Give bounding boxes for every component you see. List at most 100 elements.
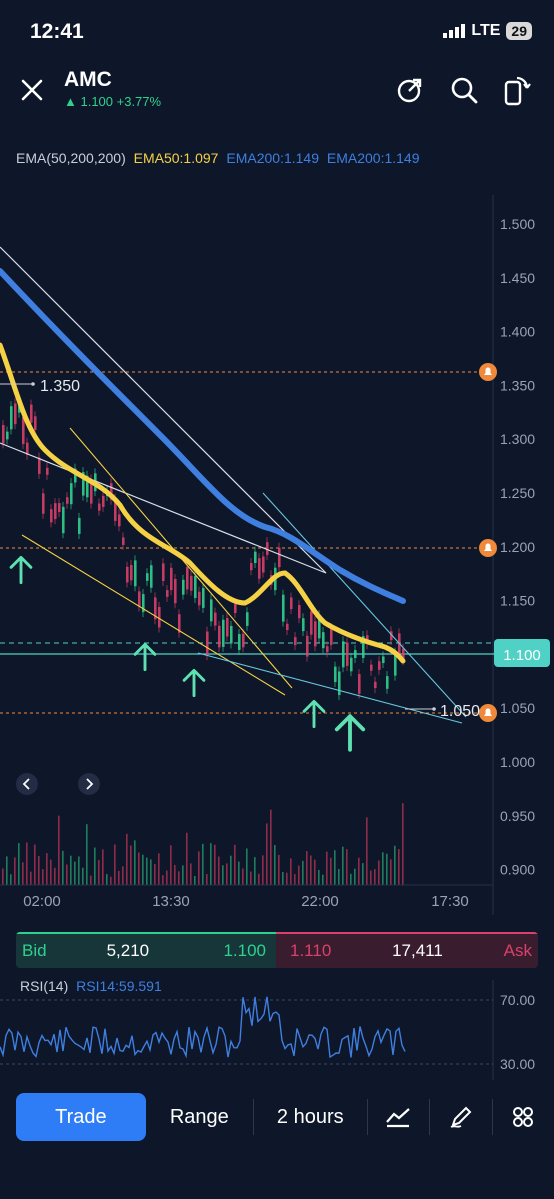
volume-bar: [118, 870, 120, 885]
volume-bar: [74, 861, 76, 885]
indicators-icon: [386, 1108, 411, 1128]
candle-body: [294, 637, 297, 646]
candle-body: [370, 664, 373, 671]
candle-body: [78, 517, 81, 534]
price-axis-label: 1.400: [500, 324, 535, 340]
volume-bar: [258, 873, 260, 885]
current-price-tag: [494, 639, 550, 667]
toolbar-divider: [366, 1099, 368, 1135]
candle-body: [226, 618, 229, 637]
price-chart[interactable]: 1.500 1.450 1.400 1.350 1.300 1.250 1.200 1.150…: [0, 195, 554, 915]
candle-body: [314, 621, 317, 647]
candle-body: [166, 590, 169, 597]
volume-bar: [146, 857, 148, 885]
volume-bar: [26, 842, 28, 885]
volume-bar: [202, 843, 204, 885]
scroll-left-button[interactable]: [16, 773, 38, 795]
price-axis-label: 1.150: [500, 593, 535, 609]
network-label: LTE: [471, 22, 501, 39]
volume-bar: [250, 871, 252, 885]
volume-bar: [226, 863, 228, 885]
rsi-axis-70: 70.00: [500, 992, 535, 1008]
volume-bar: [306, 851, 308, 885]
alert-bell-icon[interactable]: [479, 704, 497, 722]
candle-body: [386, 676, 389, 689]
rsi-chart[interactable]: 70.00 30.00: [0, 980, 554, 1080]
candle-body: [2, 425, 5, 444]
close-icon[interactable]: [20, 78, 44, 102]
candle-body: [102, 495, 105, 507]
candle-body: [362, 636, 365, 658]
price-axis-label: 0.900: [500, 862, 535, 878]
volume-bar: [22, 862, 24, 885]
volume-bar: [18, 843, 20, 885]
candle-body: [130, 565, 133, 581]
candle-body: [250, 563, 253, 571]
candle-body: [258, 558, 261, 579]
ask-panel[interactable]: 1.110 17,411 Ask: [276, 932, 538, 968]
volume-bar: [194, 875, 196, 885]
indicators-button[interactable]: [368, 1093, 429, 1141]
candle-body: [122, 537, 125, 545]
volume-bar: [370, 870, 372, 885]
candle-body: [54, 503, 57, 520]
trade-button[interactable]: Trade: [16, 1093, 146, 1141]
alert-bell-icon[interactable]: [479, 363, 497, 381]
drawing-tools-button[interactable]: [430, 1093, 491, 1141]
candle-body: [74, 468, 77, 483]
grid-icon: [513, 1107, 534, 1127]
volume-bar: [86, 824, 88, 885]
candle-body: [142, 594, 145, 613]
candle-body: [42, 493, 45, 514]
candle-body: [10, 406, 13, 430]
scroll-right-button[interactable]: [78, 773, 100, 795]
candle-body: [150, 565, 153, 588]
candle-body: [278, 547, 281, 568]
rsi-value: RSI14:59.591: [76, 978, 162, 994]
bid-ask-bar[interactable]: Bid 5,210 1.100 1.110 17,411 Ask: [16, 932, 538, 968]
candle-body: [318, 615, 321, 639]
volume-bar: [2, 868, 4, 885]
volume-bar: [170, 845, 172, 885]
rsi-legend[interactable]: RSI(14) RSI14:59.591: [20, 978, 162, 994]
volume-bar: [254, 857, 256, 885]
candle-body: [290, 597, 293, 610]
search-icon[interactable]: [450, 76, 478, 104]
volume-bar: [282, 871, 284, 885]
bid-panel[interactable]: Bid 5,210 1.100: [16, 932, 276, 968]
volume-bar: [38, 855, 40, 885]
volume-bar: [242, 868, 244, 885]
candle-body: [198, 591, 201, 606]
ema50-value: EMA50:1.097: [133, 150, 219, 166]
time-axis-label: 13:30: [152, 893, 190, 910]
candle-body: [402, 648, 405, 661]
volume-bar: [158, 853, 160, 885]
candle-body: [134, 560, 137, 587]
volume-bar: [54, 867, 56, 885]
pen-draw-icon: [450, 1106, 472, 1128]
candle-body: [350, 657, 353, 672]
candle-body: [346, 642, 349, 666]
ema-legend[interactable]: EMA(50,200,200) EMA50:1.097 EMA200:1.149…: [16, 150, 420, 166]
volume-bar: [102, 849, 104, 885]
interval-button[interactable]: 2 hours: [276, 1105, 344, 1128]
candle-body: [182, 579, 185, 595]
candle-body: [394, 652, 397, 676]
candle-body: [18, 405, 21, 413]
candle-body: [110, 483, 113, 500]
volume-bar: [198, 851, 200, 885]
volume-bar: [186, 832, 188, 885]
range-button[interactable]: Range: [169, 1105, 229, 1128]
share-chart-icon[interactable]: [396, 76, 424, 104]
more-button[interactable]: [493, 1093, 554, 1141]
candle-body: [338, 671, 341, 696]
rotate-screen-icon[interactable]: [503, 74, 531, 106]
volume-bar: [334, 850, 336, 885]
candle-body: [306, 635, 309, 657]
volume-bar: [342, 846, 344, 885]
volume-bars: [2, 803, 404, 885]
candle-body: [26, 442, 29, 455]
volume-bar: [234, 844, 236, 885]
alert-bell-icon[interactable]: [479, 539, 497, 557]
level-low-label: 1.050: [440, 703, 480, 720]
